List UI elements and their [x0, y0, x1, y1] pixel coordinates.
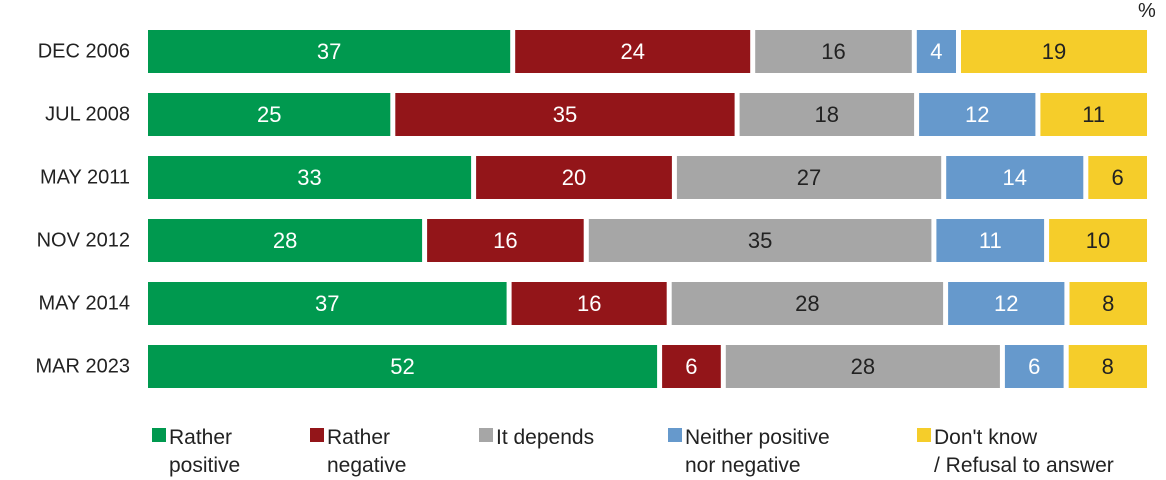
bar-rather-positive-nov-2012	[148, 219, 423, 262]
category-label-jul-2008: JUL 2008	[45, 104, 130, 126]
bar-neither-positive-nor-negative-jul-2008	[919, 93, 1036, 136]
bar-neither-positive-nor-negative-nov-2012	[936, 219, 1045, 262]
data-label-don-t-know-refusal-to-answer-may-2014: 8	[1102, 291, 1114, 316]
bar-neither-positive-nor-negative-dec-2006	[916, 30, 956, 73]
data-label-rather-negative-nov-2012: 16	[493, 228, 517, 253]
data-label-don-t-know-refusal-to-answer-jul-2008: 11	[1082, 102, 1105, 127]
data-label-don-t-know-refusal-to-answer-nov-2012: 10	[1086, 228, 1110, 253]
data-label-don-t-know-refusal-to-answer-may-2011: 6	[1111, 165, 1123, 190]
bar-it-depends-may-2014	[671, 282, 944, 325]
data-label-rather-positive-may-2011: 33	[297, 165, 321, 190]
bar-rather-negative-nov-2012	[427, 219, 584, 262]
data-label-rather-positive-jul-2008: 25	[257, 102, 281, 127]
category-label-may-2011: MAY 2011	[40, 167, 130, 189]
data-label-rather-positive-dec-2006: 37	[317, 39, 341, 64]
category-label-mar-2023: MAR 2023	[36, 356, 131, 378]
data-label-neither-positive-nor-negative-dec-2006: 4	[930, 39, 942, 64]
data-label-neither-positive-nor-negative-may-2014: 12	[994, 291, 1018, 316]
data-label-rather-negative-may-2011: 20	[562, 165, 586, 190]
data-label-rather-negative-jul-2008: 35	[553, 102, 577, 127]
bar-rather-negative-dec-2006	[515, 30, 751, 73]
legend-swatch-rather-negative	[310, 428, 324, 442]
data-label-rather-positive-may-2014: 37	[315, 291, 339, 316]
data-label-it-depends-jul-2008: 18	[815, 102, 839, 127]
legend-label-neither: Neither positive nor negative	[685, 426, 830, 477]
legend-label-it-depends: It depends	[496, 426, 595, 449]
bar-it-depends-dec-2006	[755, 30, 912, 73]
data-label-it-depends-nov-2012: 35	[748, 228, 772, 253]
data-label-it-depends-dec-2006: 16	[821, 39, 845, 64]
legend-item-dont-know: Don't know / Refusal to answer	[917, 424, 1114, 480]
legend-item-rather-negative: Rather negative	[310, 424, 406, 480]
legend-label-rather-negative: Rather negative	[327, 426, 407, 477]
category-label-may-2014: MAY 2014	[38, 293, 130, 315]
legend-swatch-dont-know	[917, 428, 931, 442]
data-label-neither-positive-nor-negative-nov-2012: 11	[979, 228, 1002, 253]
bar-rather-positive-jul-2008	[148, 93, 391, 136]
bar-neither-positive-nor-negative-may-2014	[948, 282, 1065, 325]
legend-label-rather-positive: Rather positive	[169, 426, 241, 477]
bar-rather-negative-mar-2023	[662, 345, 721, 388]
legend-swatch-it-depends	[479, 428, 493, 442]
bar-don-t-know-refusal-to-answer-may-2014	[1069, 282, 1147, 325]
bar-neither-positive-nor-negative-may-2011	[946, 156, 1084, 199]
data-label-rather-negative-mar-2023: 6	[685, 354, 697, 379]
legend-label-dont-know: Don't know / Refusal to answer	[934, 426, 1114, 477]
bar-don-t-know-refusal-to-answer-may-2011	[1088, 156, 1147, 199]
bar-rather-negative-jul-2008	[395, 93, 735, 136]
data-label-rather-positive-mar-2023: 52	[390, 354, 414, 379]
bar-it-depends-nov-2012	[588, 219, 932, 262]
data-label-neither-positive-nor-negative-mar-2023: 6	[1028, 354, 1040, 379]
bar-it-depends-jul-2008	[739, 93, 915, 136]
legend-swatch-rather-positive	[152, 428, 166, 442]
bar-rather-positive-may-2011	[148, 156, 472, 199]
bar-don-t-know-refusal-to-answer-nov-2012	[1049, 219, 1147, 262]
chart-legend: Rather positive Rather negative It depen…	[0, 424, 1166, 479]
category-label-dec-2006: DEC 2006	[38, 41, 130, 63]
data-label-it-depends-may-2011: 27	[797, 165, 821, 190]
bar-neither-positive-nor-negative-mar-2023	[1004, 345, 1064, 388]
data-label-it-depends-mar-2023: 28	[851, 354, 875, 379]
bar-rather-negative-may-2014	[511, 282, 667, 325]
data-label-rather-negative-may-2014: 16	[577, 291, 601, 316]
legend-swatch-neither	[668, 428, 682, 442]
bar-don-t-know-refusal-to-answer-mar-2023	[1068, 345, 1147, 388]
bar-rather-positive-mar-2023	[148, 345, 658, 388]
bar-rather-positive-dec-2006	[148, 30, 511, 73]
bar-it-depends-mar-2023	[725, 345, 1000, 388]
data-label-it-depends-may-2014: 28	[795, 291, 819, 316]
bar-don-t-know-refusal-to-answer-dec-2006	[961, 30, 1147, 73]
legend-item-neither: Neither positive nor negative	[668, 424, 830, 480]
unit-label: %	[1138, 0, 1156, 22]
bar-rather-positive-may-2014	[148, 282, 507, 325]
bar-rather-negative-may-2011	[476, 156, 672, 199]
data-label-don-t-know-refusal-to-answer-mar-2023: 8	[1102, 354, 1114, 379]
category-label-nov-2012: NOV 2012	[37, 230, 130, 252]
data-label-neither-positive-nor-negative-may-2011: 14	[1002, 165, 1026, 190]
bar-don-t-know-refusal-to-answer-jul-2008	[1040, 93, 1147, 136]
data-label-neither-positive-nor-negative-jul-2008: 12	[965, 102, 989, 127]
legend-item-rather-positive: Rather positive	[152, 424, 240, 480]
legend-item-it-depends: It depends	[479, 424, 594, 452]
data-label-don-t-know-refusal-to-answer-dec-2006: 19	[1042, 39, 1066, 64]
data-label-rather-negative-dec-2006: 24	[620, 39, 644, 64]
data-label-rather-positive-nov-2012: 28	[273, 228, 297, 253]
bar-it-depends-may-2011	[676, 156, 942, 199]
